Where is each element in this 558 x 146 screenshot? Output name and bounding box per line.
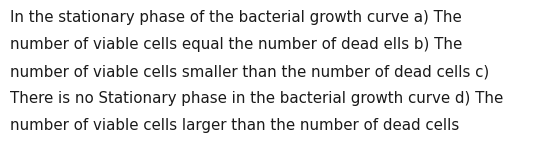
Text: In the stationary phase of the bacterial growth curve a) The: In the stationary phase of the bacterial…	[10, 10, 462, 25]
Text: number of viable cells smaller than the number of dead cells c): number of viable cells smaller than the …	[10, 64, 489, 79]
Text: There is no Stationary phase in the bacterial growth curve d) The: There is no Stationary phase in the bact…	[10, 91, 503, 106]
Text: number of viable cells larger than the number of dead cells: number of viable cells larger than the n…	[10, 118, 459, 133]
Text: number of viable cells equal the number of dead ells b) The: number of viable cells equal the number …	[10, 37, 462, 52]
